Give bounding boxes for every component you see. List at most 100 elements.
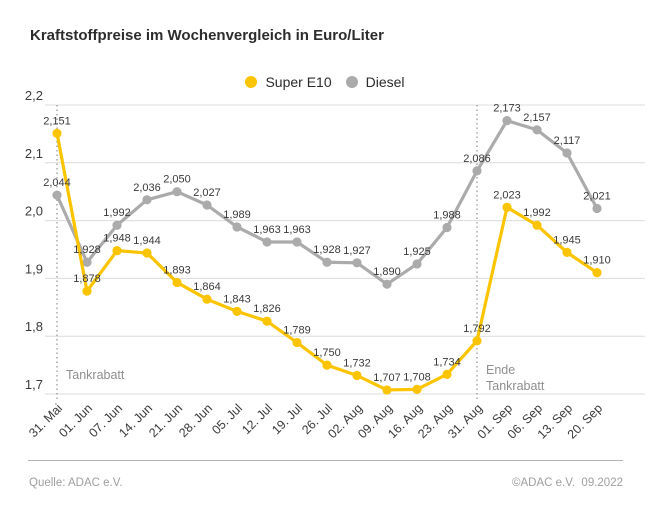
- data-label: 1,732: [343, 358, 371, 370]
- data-point: [142, 248, 152, 258]
- data-point: [292, 337, 302, 348]
- legend-label: Diesel: [365, 74, 405, 90]
- data-point: [202, 200, 212, 210]
- y-tick-label: 1,9: [25, 261, 43, 276]
- x-tick-label: 28. Jun: [176, 401, 215, 440]
- copyright-note: ©ADAC e.V. 09.2022: [512, 477, 623, 489]
- data-point: [412, 259, 422, 269]
- annotation-label: Tankrabatt: [66, 368, 125, 382]
- data-label: 1,890: [373, 266, 401, 278]
- legend-item-diesel: Diesel: [345, 74, 405, 90]
- data-label: 1,792: [463, 323, 491, 335]
- y-tick-label: 1,8: [25, 319, 43, 334]
- data-point: [322, 257, 332, 267]
- data-point: [262, 237, 272, 247]
- data-point: [232, 306, 242, 316]
- line-chart: 2,2 2,1 2,0 1,9 1,8 1,7 Tankrabatt Ende Tankraba…: [25, 88, 645, 442]
- data-label: 1,925: [403, 246, 431, 258]
- data-label: 2,086: [463, 153, 491, 165]
- chart-title: Kraftstoffpreise im Wochenvergleich in E…: [30, 27, 384, 44]
- data-label: 1,734: [433, 356, 461, 368]
- data-point: [142, 195, 152, 205]
- data-label: 2,036: [133, 182, 161, 194]
- data-point: [592, 203, 602, 214]
- data-label: 1,928: [73, 244, 101, 256]
- legend-dot-icon: [245, 76, 258, 88]
- data-point: [232, 222, 242, 232]
- data-label: 1,928: [313, 244, 341, 256]
- data-label: 2,021: [583, 190, 611, 202]
- legend-dot-icon: [345, 76, 358, 88]
- data-label: 1,750: [313, 347, 341, 359]
- data-point: [502, 202, 512, 212]
- data-label: 1,988: [433, 210, 461, 222]
- data-point: [352, 258, 362, 268]
- footer-divider: [28, 460, 623, 461]
- x-tick-label: 05. Jul: [209, 401, 245, 437]
- y-tick-label: 1,7: [25, 377, 43, 392]
- data-point: [322, 360, 332, 370]
- data-point: [112, 220, 122, 230]
- data-label: 1,989: [223, 209, 251, 221]
- data-point: [52, 128, 62, 138]
- data-point: [112, 246, 122, 256]
- data-label: 2,050: [163, 174, 191, 186]
- data-label: 2,173: [493, 103, 521, 115]
- data-point: [562, 148, 572, 158]
- data-point: [172, 187, 182, 197]
- data-point: [442, 369, 452, 379]
- data-label: 1,945: [553, 234, 581, 246]
- data-point: [412, 384, 422, 394]
- annotation-label: Ende: [486, 363, 515, 377]
- data-label: 1,893: [163, 264, 191, 276]
- data-point: [172, 277, 182, 288]
- data-label: 1,843: [223, 293, 251, 305]
- data-label: 2,117: [554, 135, 581, 147]
- data-point: [442, 222, 452, 233]
- data-point: [382, 279, 392, 289]
- data-point: [82, 286, 92, 296]
- data-point: [352, 370, 362, 381]
- data-label: 2,023: [493, 189, 521, 201]
- data-label: 1,910: [583, 255, 611, 267]
- source-note: Quelle: ADAC e.V.: [29, 477, 123, 489]
- data-label: 1,992: [523, 207, 551, 219]
- data-label: 2,157: [523, 112, 551, 124]
- data-label: 1,992: [103, 207, 131, 219]
- legend-label: Super E10: [265, 74, 332, 90]
- y-tick-label: 2,0: [25, 204, 43, 219]
- x-tick-label: 19. Jul: [269, 401, 305, 437]
- data-point: [82, 257, 92, 267]
- data-point: [532, 220, 542, 230]
- data-point: [532, 125, 542, 135]
- y-tick-label: 2,2: [25, 88, 43, 103]
- data-point: [292, 237, 302, 247]
- data-label: 1,878: [73, 273, 101, 285]
- data-point: [472, 166, 482, 176]
- data-label: 1,927: [343, 245, 371, 257]
- data-point: [472, 336, 482, 346]
- chart-legend: Super E10 Diesel: [0, 74, 650, 90]
- data-point: [502, 116, 512, 126]
- data-label: 2,151: [43, 115, 71, 127]
- data-point: [592, 268, 602, 278]
- data-point: [202, 294, 212, 304]
- data-label: 1,963: [253, 224, 281, 236]
- x-tick-label: 12. Jul: [239, 401, 275, 437]
- data-point: [52, 190, 62, 200]
- legend-item-super-e10: Super E10: [245, 74, 332, 90]
- data-label: 2,044: [43, 177, 71, 189]
- data-label: 1,864: [193, 281, 221, 293]
- y-tick-label: 2,1: [25, 146, 43, 161]
- data-label: 2,027: [193, 187, 221, 199]
- data-point: [262, 316, 272, 326]
- data-label: 1,963: [283, 224, 311, 236]
- annotation-label: Tankrabatt: [486, 379, 545, 393]
- data-label: 1,826: [253, 303, 281, 315]
- data-label: 1,707: [373, 372, 401, 384]
- data-point: [562, 247, 572, 257]
- data-label: 1,944: [133, 235, 161, 247]
- data-label: 1,708: [403, 371, 431, 383]
- data-point: [382, 385, 392, 395]
